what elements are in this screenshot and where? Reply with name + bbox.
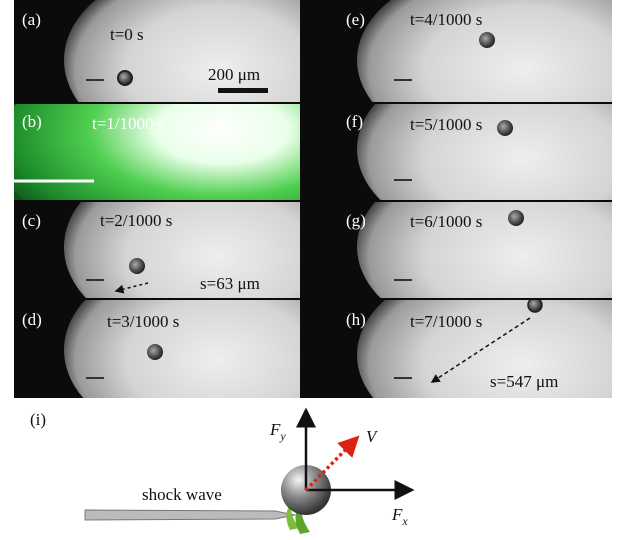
panel-label: (a) — [22, 10, 41, 29]
panel-label: (h) — [346, 310, 366, 329]
panel-h — [302, 300, 612, 398]
shock-wave-label: shock wave — [142, 485, 222, 504]
force-y-label: Fy — [269, 420, 286, 443]
time-label: t=7/1000 s — [410, 312, 482, 331]
panel-label: (b) — [22, 112, 42, 131]
time-label: t=4/1000 s — [410, 10, 482, 29]
panel-a — [14, 0, 300, 102]
time-label: t=0 s — [110, 25, 144, 44]
needle — [84, 509, 296, 521]
panel-label: (g) — [346, 211, 366, 230]
velocity-arrow — [304, 435, 360, 492]
force-subscript: y — [279, 429, 286, 443]
time-label: t=2/1000 s — [100, 211, 172, 230]
panel-e — [302, 0, 612, 102]
panel-g — [302, 202, 612, 298]
panel-d — [14, 300, 300, 398]
panel-f — [302, 104, 612, 200]
panel-label: (e) — [346, 10, 365, 29]
displacement-label: s=63 μm — [200, 274, 260, 293]
force-symbol: F — [391, 505, 403, 524]
panel-label: (d) — [22, 310, 42, 329]
force-symbol: F — [269, 420, 281, 439]
panel-label: (c) — [22, 211, 41, 230]
velocity-label: V — [366, 427, 379, 446]
time-label: t=3/1000 s — [107, 312, 179, 331]
panel-c — [14, 202, 300, 298]
force-subscript: x — [401, 514, 408, 528]
time-label: t=6/1000 s — [410, 212, 482, 231]
panel-label: (i) — [30, 410, 46, 429]
panel-label: (f) — [346, 112, 363, 131]
scale-bar-label: 200 μm — [208, 65, 260, 84]
displacement-label: s=547 μm — [490, 372, 558, 391]
time-label: t=5/1000 s — [410, 115, 482, 134]
time-label: t=1/1000 s — [92, 114, 164, 133]
panel-b — [14, 104, 300, 200]
force-x-label: Fx — [391, 505, 408, 528]
